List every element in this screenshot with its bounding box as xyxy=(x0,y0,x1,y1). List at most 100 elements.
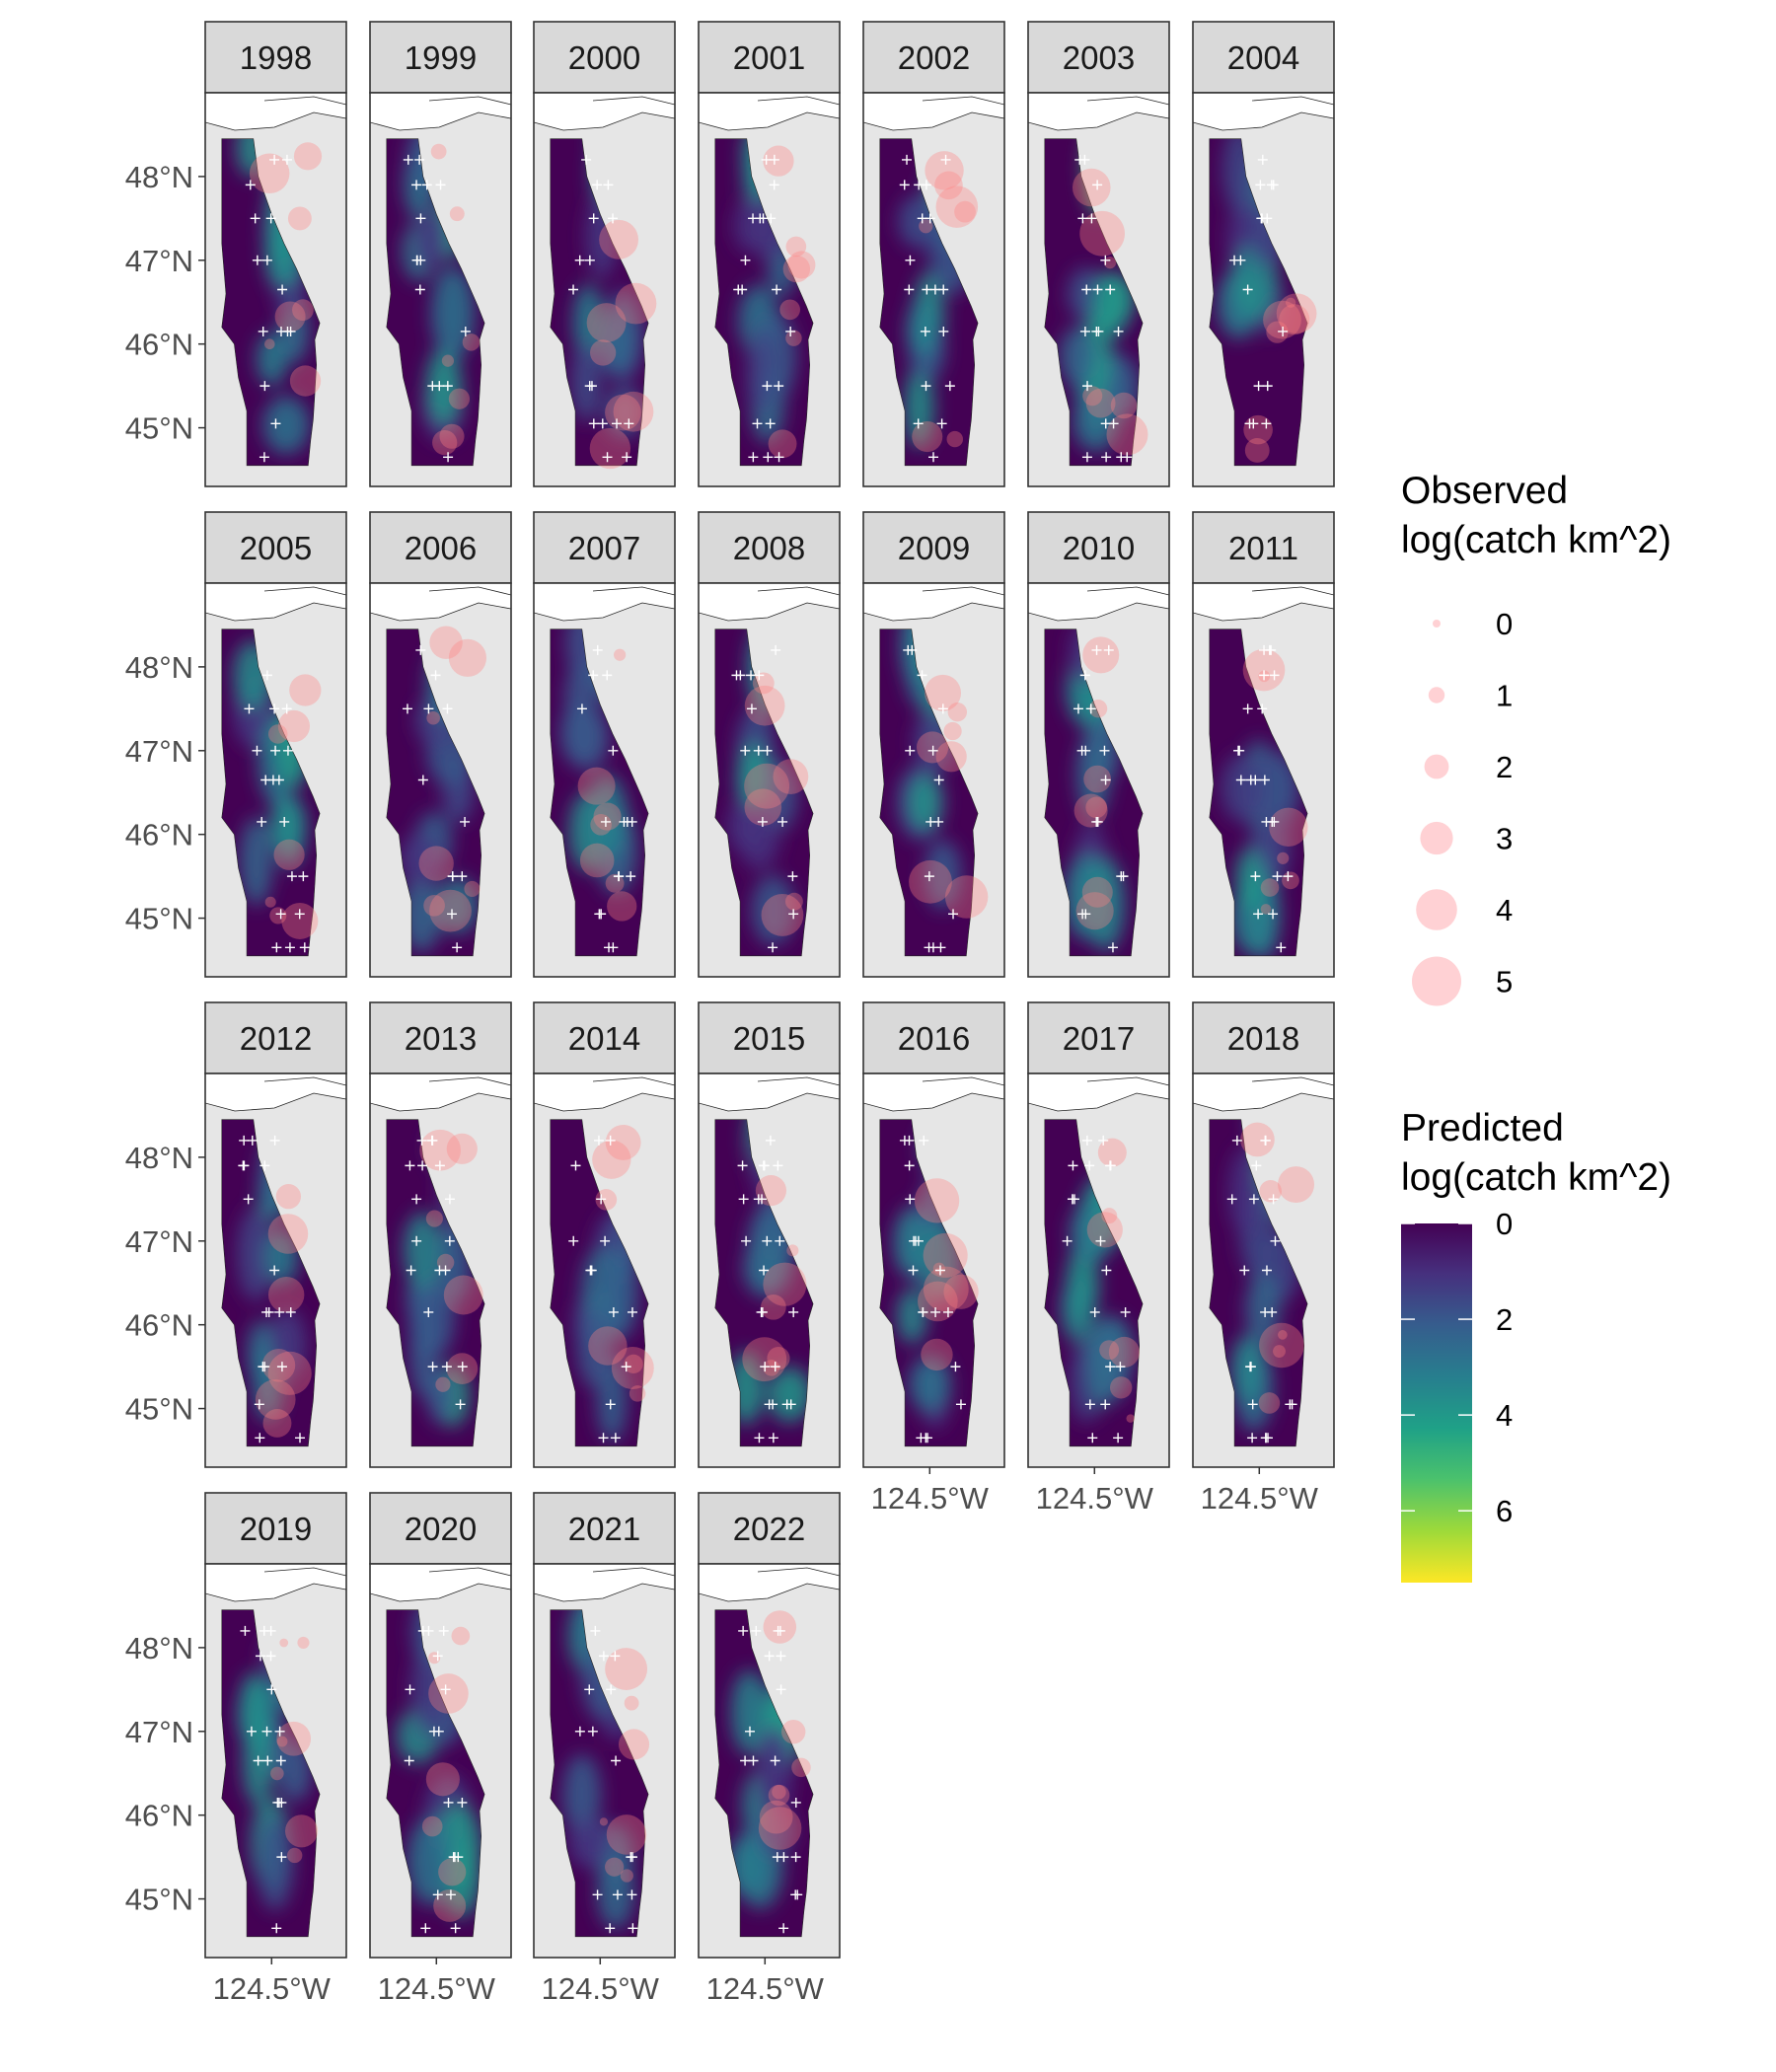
station-marker xyxy=(755,213,766,224)
station-marker xyxy=(731,670,742,681)
observed-catch-point xyxy=(270,1766,284,1781)
station-marker xyxy=(1062,1235,1073,1246)
station-marker xyxy=(936,418,947,429)
station-marker xyxy=(598,1433,609,1443)
facet-panel-2008: 2008 xyxy=(698,511,841,978)
station-marker xyxy=(605,1399,616,1410)
y-tick-label: 47°N xyxy=(125,244,193,278)
station-marker xyxy=(450,1923,461,1934)
coastline xyxy=(922,1076,1005,1086)
station-marker xyxy=(762,381,773,392)
station-marker xyxy=(1084,1399,1095,1410)
station-marker xyxy=(764,1399,775,1410)
prediction-cell xyxy=(737,803,780,870)
prediction-surface xyxy=(1044,1119,1144,1446)
station-marker xyxy=(790,1889,801,1900)
station-marker xyxy=(918,1306,928,1317)
y-tick-label: 46°N xyxy=(125,818,193,852)
observed-legend: Observed log(catch km^2) 0 1 2 3 4 5 xyxy=(1401,470,1671,1006)
station-marker xyxy=(455,1399,466,1410)
prediction-cell xyxy=(407,1816,454,1905)
station-marker xyxy=(443,452,454,463)
y-tick-label: 45°N xyxy=(125,411,193,446)
facet-panel-2020: 2020 xyxy=(369,1492,512,1959)
prediction-cell xyxy=(269,794,307,856)
station-marker xyxy=(621,1362,631,1372)
station-marker xyxy=(416,1135,427,1146)
station-marker xyxy=(406,1265,416,1276)
station-marker xyxy=(775,1235,785,1246)
observed-catch-point xyxy=(752,672,775,695)
facet-label: 2017 xyxy=(1063,1020,1135,1057)
observed-legend-label: 3 xyxy=(1496,822,1513,856)
observed-catch-point xyxy=(605,1857,625,1877)
station-marker xyxy=(460,326,471,336)
station-marker xyxy=(295,1433,306,1443)
station-marker xyxy=(1242,284,1253,295)
coastline xyxy=(757,586,841,596)
station-marker xyxy=(1100,418,1111,429)
station-marker xyxy=(748,1755,759,1766)
observed-catch-point xyxy=(912,420,943,453)
station-marker xyxy=(1079,326,1090,336)
station-marker xyxy=(417,775,428,785)
station-marker xyxy=(1076,745,1087,756)
station-marker xyxy=(592,1889,603,1900)
facet-strip xyxy=(1027,1001,1170,1074)
coastline xyxy=(714,1609,814,1938)
observed-catch-point xyxy=(1097,1138,1127,1167)
station-marker xyxy=(260,775,271,785)
station-marker xyxy=(423,1625,434,1636)
observed-points xyxy=(742,1175,807,1382)
facet-strip xyxy=(533,511,676,584)
facet-strip xyxy=(698,1001,841,1074)
station-marker xyxy=(1260,1135,1271,1146)
prediction-cell xyxy=(399,833,443,888)
observed-points xyxy=(588,1125,654,1402)
y-tick-label: 45°N xyxy=(125,1392,193,1427)
observed-catch-point xyxy=(274,301,306,333)
station-marker xyxy=(275,1755,286,1766)
prediction-cell xyxy=(1235,849,1265,910)
station-marker xyxy=(273,1797,284,1808)
station-marker xyxy=(415,213,426,224)
station-marker xyxy=(259,1160,270,1171)
observed-catch-point xyxy=(446,1133,478,1164)
panel-border xyxy=(1027,582,1170,978)
prediction-cell xyxy=(568,1815,612,1869)
coastline xyxy=(221,138,321,467)
observed-points xyxy=(421,1626,471,1922)
coastline xyxy=(757,96,841,106)
observed-catch-point xyxy=(758,1807,802,1850)
facet-panels: 1998 1999 2000 2001 2002 2003 2004 2005 2006 2007… xyxy=(204,21,1335,1959)
station-marker xyxy=(913,418,924,429)
coastline xyxy=(714,1119,814,1447)
station-marker xyxy=(404,1755,414,1766)
station-marker xyxy=(1100,775,1111,785)
observed-catch-point xyxy=(744,788,782,826)
station-marker xyxy=(1092,816,1103,827)
station-marker xyxy=(1082,381,1093,392)
prediction-surface xyxy=(714,138,814,466)
station-marker xyxy=(940,154,951,165)
station-marker xyxy=(917,670,927,681)
panel-border xyxy=(533,1073,676,1468)
observed-catch-point xyxy=(763,145,794,177)
observed-catch-point xyxy=(935,741,967,773)
observed-points xyxy=(270,1636,319,1864)
station-marker xyxy=(1266,180,1277,190)
station-marker xyxy=(1116,452,1127,463)
station-marker xyxy=(1247,1399,1258,1410)
observed-catch-point xyxy=(772,1785,786,1800)
station-marker xyxy=(1077,213,1088,224)
coastline xyxy=(1044,1119,1144,1447)
station-marker xyxy=(907,644,918,655)
observed-catch-point xyxy=(923,1232,968,1278)
prediction-blobs xyxy=(1061,1172,1134,1423)
station-marker xyxy=(1113,1433,1124,1443)
station-marker xyxy=(1257,154,1268,165)
panel-border xyxy=(369,92,512,487)
coastline xyxy=(1209,629,1308,957)
facet-strip xyxy=(1192,511,1335,584)
station-marker xyxy=(587,1726,598,1737)
